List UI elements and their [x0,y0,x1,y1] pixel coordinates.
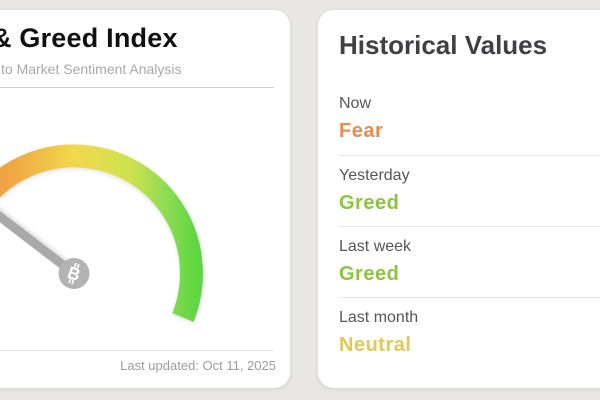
history-row-label: Last week [339,238,412,255]
gauge-card: & Greed Index to Market Sentiment Analys… [0,10,290,388]
history-card-title: Historical Values [339,30,548,60]
history-row-value: Greed [339,263,400,285]
gauge-card-subtitle: to Market Sentiment Analysis [1,61,182,77]
history-row-yesterday: Yesterday Greed [339,167,600,214]
history-row-divider [339,155,600,156]
history-row-label: Yesterday [339,167,410,184]
history-row-label: Last month [339,309,419,326]
history-row-divider [339,297,600,298]
history-row-now: Now Fear [339,95,600,142]
gauge-card-title: & Greed Index [0,23,178,53]
history-card: Historical Values Now Fear Yesterday Gre… [318,10,600,388]
gauge-header-divider [0,87,274,88]
gauge-footer-divider [0,350,273,351]
history-row-value: Neutral [339,334,412,356]
history-row-label: Now [339,95,372,112]
history-row-value: Greed [339,192,400,214]
last-updated-text: Last updated: Oct 11, 2025 [120,358,276,373]
history-row-last-month: Last month Neutral [339,309,600,356]
history-row-value: Fear [339,120,384,142]
history-row-last-week: Last week Greed [339,238,600,285]
history-row-divider [339,226,600,227]
